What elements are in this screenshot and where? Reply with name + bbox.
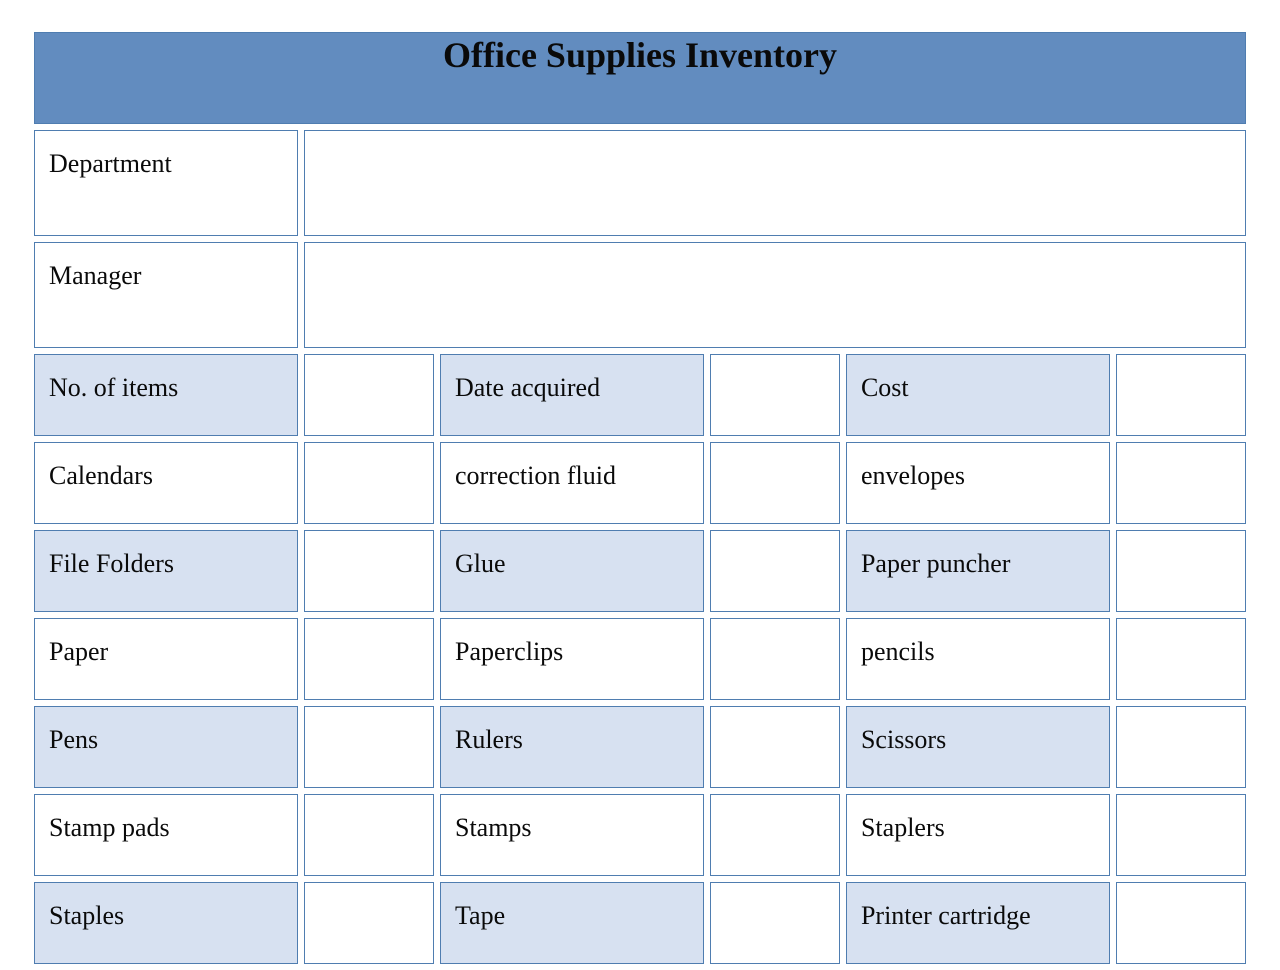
item-value[interactable] (710, 794, 840, 876)
title-row: Office Supplies Inventory (34, 32, 1246, 124)
header-col1-value[interactable] (304, 354, 434, 436)
department-label: Department (34, 130, 298, 236)
item-label: Paperclips (440, 618, 704, 700)
item-label: Calendars (34, 442, 298, 524)
inventory-table-wrapper: Office Supplies Inventory Department Man… (0, 0, 1280, 970)
item-value[interactable] (1116, 794, 1246, 876)
meta-row-department: Department (34, 130, 1246, 236)
item-value[interactable] (710, 618, 840, 700)
header-col1: No. of items (34, 354, 298, 436)
item-value[interactable] (304, 530, 434, 612)
item-label: Pens (34, 706, 298, 788)
header-col3: Cost (846, 354, 1110, 436)
item-value[interactable] (1116, 706, 1246, 788)
meta-row-manager: Manager (34, 242, 1246, 348)
item-label: envelopes (846, 442, 1110, 524)
header-col2-value[interactable] (710, 354, 840, 436)
item-value[interactable] (304, 706, 434, 788)
item-label: correction fluid (440, 442, 704, 524)
item-value[interactable] (1116, 882, 1246, 964)
item-value[interactable] (304, 794, 434, 876)
item-label: Staples (34, 882, 298, 964)
table-row: Staples Tape Printer cartridge (34, 882, 1246, 964)
item-label: File Folders (34, 530, 298, 612)
item-label: pencils (846, 618, 1110, 700)
table-title: Office Supplies Inventory (34, 32, 1246, 124)
item-label: Paper puncher (846, 530, 1110, 612)
item-value[interactable] (304, 442, 434, 524)
table-row: Stamp pads Stamps Staplers (34, 794, 1246, 876)
item-label: Paper (34, 618, 298, 700)
item-value[interactable] (304, 618, 434, 700)
department-value[interactable] (304, 130, 1246, 236)
item-value[interactable] (1116, 618, 1246, 700)
item-label: Scissors (846, 706, 1110, 788)
header-row: No. of items Date acquired Cost (34, 354, 1246, 436)
item-label: Stamp pads (34, 794, 298, 876)
item-value[interactable] (710, 442, 840, 524)
header-col3-value[interactable] (1116, 354, 1246, 436)
item-value[interactable] (1116, 530, 1246, 612)
item-label: Staplers (846, 794, 1110, 876)
item-label: Rulers (440, 706, 704, 788)
item-value[interactable] (710, 882, 840, 964)
header-col2: Date acquired (440, 354, 704, 436)
table-row: Calendars correction fluid envelopes (34, 442, 1246, 524)
item-label: Stamps (440, 794, 704, 876)
item-value[interactable] (1116, 442, 1246, 524)
manager-value[interactable] (304, 242, 1246, 348)
item-value[interactable] (304, 882, 434, 964)
table-row: Pens Rulers Scissors (34, 706, 1246, 788)
item-label: Glue (440, 530, 704, 612)
item-label: Printer cartridge (846, 882, 1110, 964)
item-value[interactable] (710, 530, 840, 612)
table-row: Paper Paperclips pencils (34, 618, 1246, 700)
item-label: Tape (440, 882, 704, 964)
inventory-table: Office Supplies Inventory Department Man… (28, 26, 1252, 970)
table-row: File Folders Glue Paper puncher (34, 530, 1246, 612)
manager-label: Manager (34, 242, 298, 348)
item-value[interactable] (710, 706, 840, 788)
